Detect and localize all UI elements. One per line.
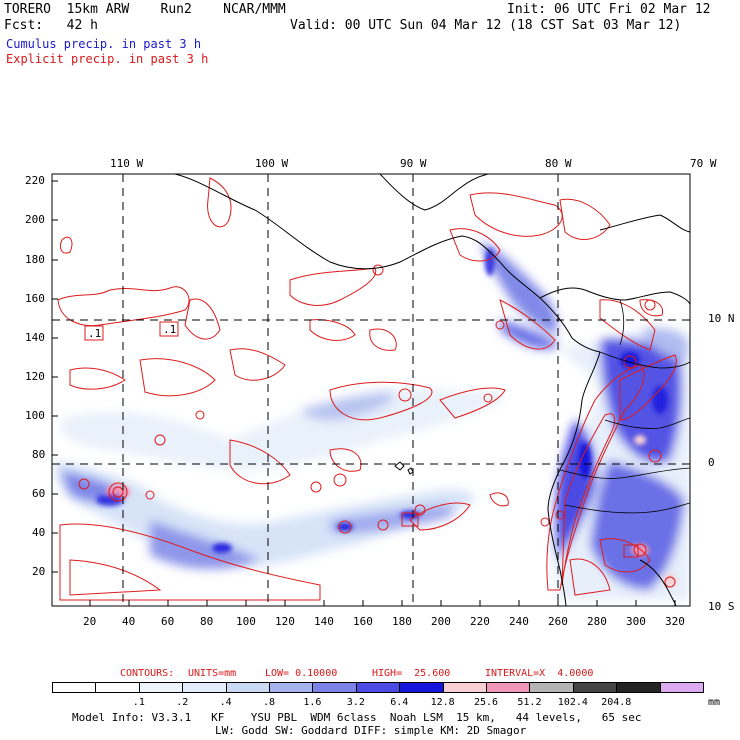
y-tick-100: 100 [25, 409, 45, 422]
colorbar-swatch [269, 682, 314, 693]
explicit-precip-contours [57, 177, 677, 601]
contours-label: CONTOURS: [120, 668, 175, 679]
contours-units: UNITS=mm [188, 668, 237, 679]
contour-box-right-label: .1 [163, 323, 176, 336]
x-tick-320: 320 [665, 615, 685, 628]
x-tick-20: 20 [83, 615, 97, 628]
x-tick-40: 40 [122, 615, 136, 628]
lat-label-10s: 10 S [708, 600, 735, 613]
x-tick-200: 200 [431, 615, 451, 628]
colorbar-label: 102.4 [557, 697, 588, 708]
legend-cumulus: Cumulus precip. in past 3 h [6, 37, 202, 51]
x-tick-220: 220 [470, 615, 490, 628]
x-tick-140: 140 [314, 615, 334, 628]
contour-box-east [623, 544, 639, 558]
lat-label-0: 0 [708, 456, 715, 469]
colorbar-swatch [312, 682, 357, 693]
colorbar-swatch [616, 682, 661, 693]
lon-label-80w: 80 W [545, 157, 572, 170]
colorbar-label: 6.4 [390, 697, 409, 708]
x-tick-280: 280 [587, 615, 607, 628]
valid-time: Valid: 00 UTC Sun 04 Mar 12 (18 CST Sat … [290, 18, 682, 33]
colorbar-label: .2 [176, 697, 189, 708]
x-tick-160: 160 [353, 615, 373, 628]
lon-label-90w: 90 W [400, 157, 427, 170]
y-tick-60: 60 [32, 487, 46, 500]
colorbar-label: .1 [132, 697, 145, 708]
colorbar-label: 51.2 [517, 697, 542, 708]
contours-interval: INTERVAL=X 4.0000 [485, 668, 594, 679]
lon-label-100w: 100 W [255, 157, 289, 170]
y-tick-160: 160 [25, 292, 45, 305]
colorbar-swatch [182, 682, 227, 693]
y-tick-200: 200 [25, 213, 45, 226]
y-tick-120: 120 [25, 370, 45, 383]
colorbar-swatch [529, 682, 574, 693]
colorbar-unit: mm [708, 697, 721, 708]
y-tick-140: 140 [25, 331, 45, 344]
contours-high: HIGH= 25.600 [372, 668, 451, 679]
colorbar-swatch [95, 682, 140, 693]
colorbar-label: 1.6 [303, 697, 322, 708]
colorbar-swatch [486, 682, 531, 693]
physics-info: LW: Godd SW: Goddard DIFF: simple KM: 2D… [215, 724, 527, 737]
lon-label-70w: 70 W [690, 157, 717, 170]
colorbar-swatch [138, 682, 184, 693]
x-tick-80: 80 [200, 615, 214, 628]
x-tick-260: 260 [548, 615, 568, 628]
model-info: Model Info: V3.3.1 KF YSU PBL WDM 6class… [72, 711, 642, 724]
colorbar-label: 25.6 [474, 697, 499, 708]
y-tick-80: 80 [32, 448, 46, 461]
contour-box-left [84, 325, 104, 341]
y-tick-220: 220 [25, 174, 45, 187]
colorbar-label: 3.2 [346, 697, 365, 708]
forecast-hour: Fcst: 42 h [4, 18, 98, 33]
colorbar-swatch [572, 682, 618, 693]
x-tick-300: 300 [626, 615, 646, 628]
x-tick-120: 120 [275, 615, 295, 628]
legend-explicit: Explicit precip. in past 3 h [6, 52, 209, 66]
y-tick-40: 40 [32, 526, 46, 539]
contour-cells [78, 264, 676, 588]
plot-frame [51, 173, 691, 607]
lat-label-10n: 10 N [708, 312, 735, 325]
colorbar-label: 204.8 [601, 697, 632, 708]
x-tick-100: 100 [236, 615, 256, 628]
colorbar-swatch [225, 682, 270, 693]
model-title: TORERO 15km ARW Run2 NCAR/MMM [4, 2, 286, 17]
contours-low: LOW= 0.10000 [265, 668, 338, 679]
colorbar-swatch [659, 682, 704, 693]
init-time: Init: 06 UTC Fri 02 Mar 12 [507, 2, 711, 17]
y-tick-20: 20 [32, 565, 46, 578]
contour-box-galapagos [401, 512, 419, 527]
contour-box-left-label: .1 [88, 327, 101, 340]
x-tick-60: 60 [161, 615, 175, 628]
contour-box-right [159, 321, 179, 337]
x-tick-240: 240 [509, 615, 529, 628]
colorbar-swatch [442, 682, 487, 693]
lon-label-110w: 110 W [110, 157, 144, 170]
colorbar-swatch [355, 682, 401, 693]
x-tick-180: 180 [392, 615, 412, 628]
colorbar-swatch [399, 682, 444, 693]
cumulus-precip-shading [55, 240, 690, 600]
colorbar-label: 12.8 [430, 697, 455, 708]
y-tick-180: 180 [25, 253, 45, 266]
colorbar-label: .4 [219, 697, 232, 708]
lat-lon-grid [52, 174, 690, 606]
colorbar-swatch [52, 682, 97, 693]
axis-ticks [52, 180, 676, 606]
colorbar-label: .8 [263, 697, 276, 708]
